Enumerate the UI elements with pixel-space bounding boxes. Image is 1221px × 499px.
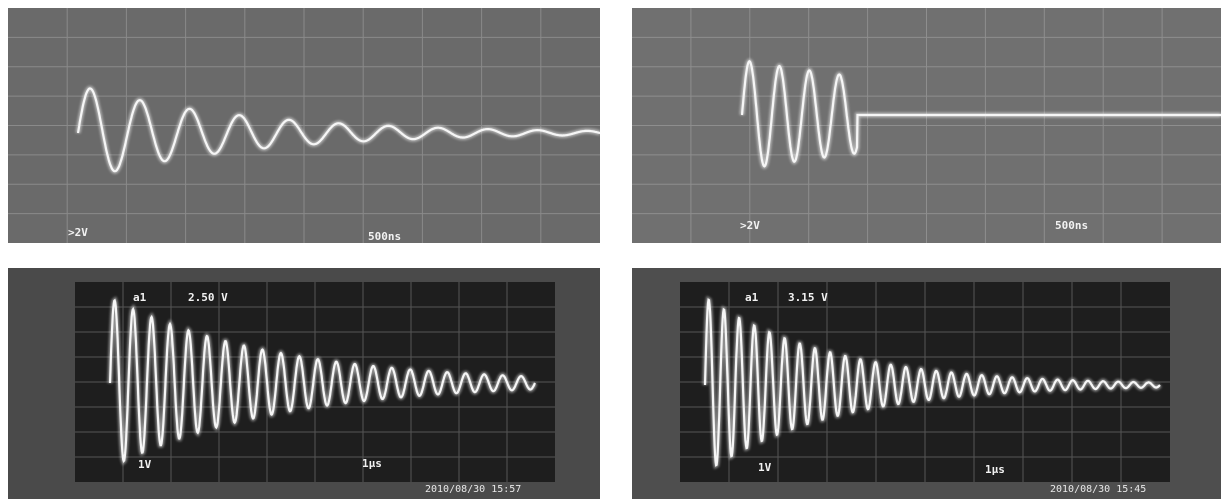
marker-label: a1 [745, 291, 759, 304]
marker-label: a1 [133, 291, 147, 304]
ref-label: 1V [138, 458, 152, 471]
timestamp: 2010/08/30 15:45 [1050, 484, 1146, 495]
ref-label: 1V [758, 461, 772, 474]
scope-photos: >2V 500ns >2V 500ns a1 2.50 V 1V 1μs 201… [0, 0, 1221, 499]
readout: 3.15 V [788, 291, 828, 304]
channel-label: >2V [68, 226, 88, 239]
channel-label: >2V [740, 219, 760, 232]
timebase-label: 1μs [985, 463, 1005, 476]
timebase-label: 1μs [362, 457, 382, 470]
readout: 2.50 V [188, 291, 228, 304]
timebase-label: 500ns [1055, 219, 1088, 232]
timebase-label: 500ns [368, 230, 401, 243]
timestamp: 2010/08/30 15:57 [425, 484, 521, 495]
